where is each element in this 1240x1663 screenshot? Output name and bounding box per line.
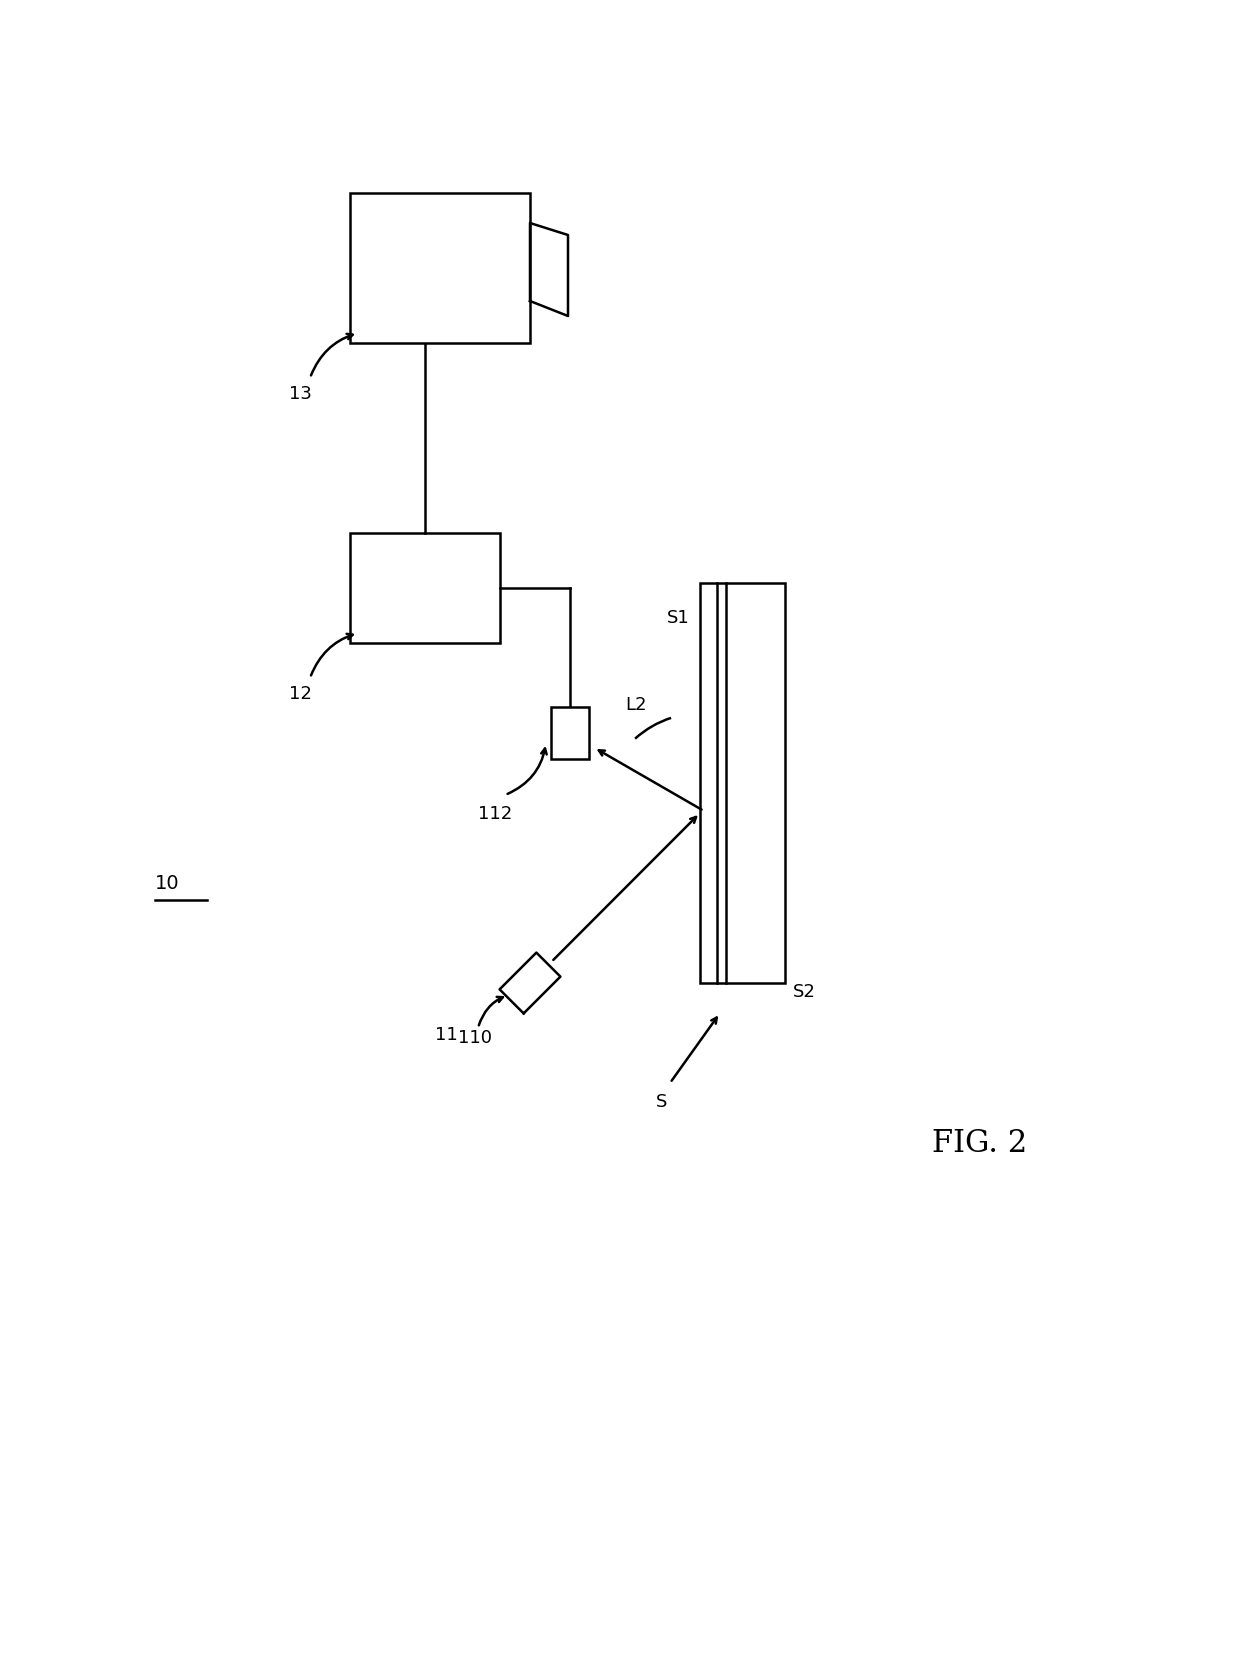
Text: 10: 10 — [155, 873, 180, 893]
Bar — [551, 707, 589, 758]
Text: 13: 13 — [289, 386, 311, 402]
Text: FIG. 2: FIG. 2 — [932, 1128, 1028, 1159]
Text: 11: 11 — [435, 1026, 458, 1044]
Text: 110: 110 — [458, 1029, 492, 1048]
Bar — [350, 193, 529, 343]
Text: 112: 112 — [477, 805, 512, 823]
Text: L2: L2 — [625, 697, 646, 713]
Text: 12: 12 — [289, 685, 311, 703]
Bar — [701, 584, 785, 983]
Text: S: S — [656, 1093, 667, 1111]
Text: S1: S1 — [667, 609, 689, 627]
Text: S2: S2 — [794, 983, 816, 1001]
Bar — [350, 534, 500, 644]
